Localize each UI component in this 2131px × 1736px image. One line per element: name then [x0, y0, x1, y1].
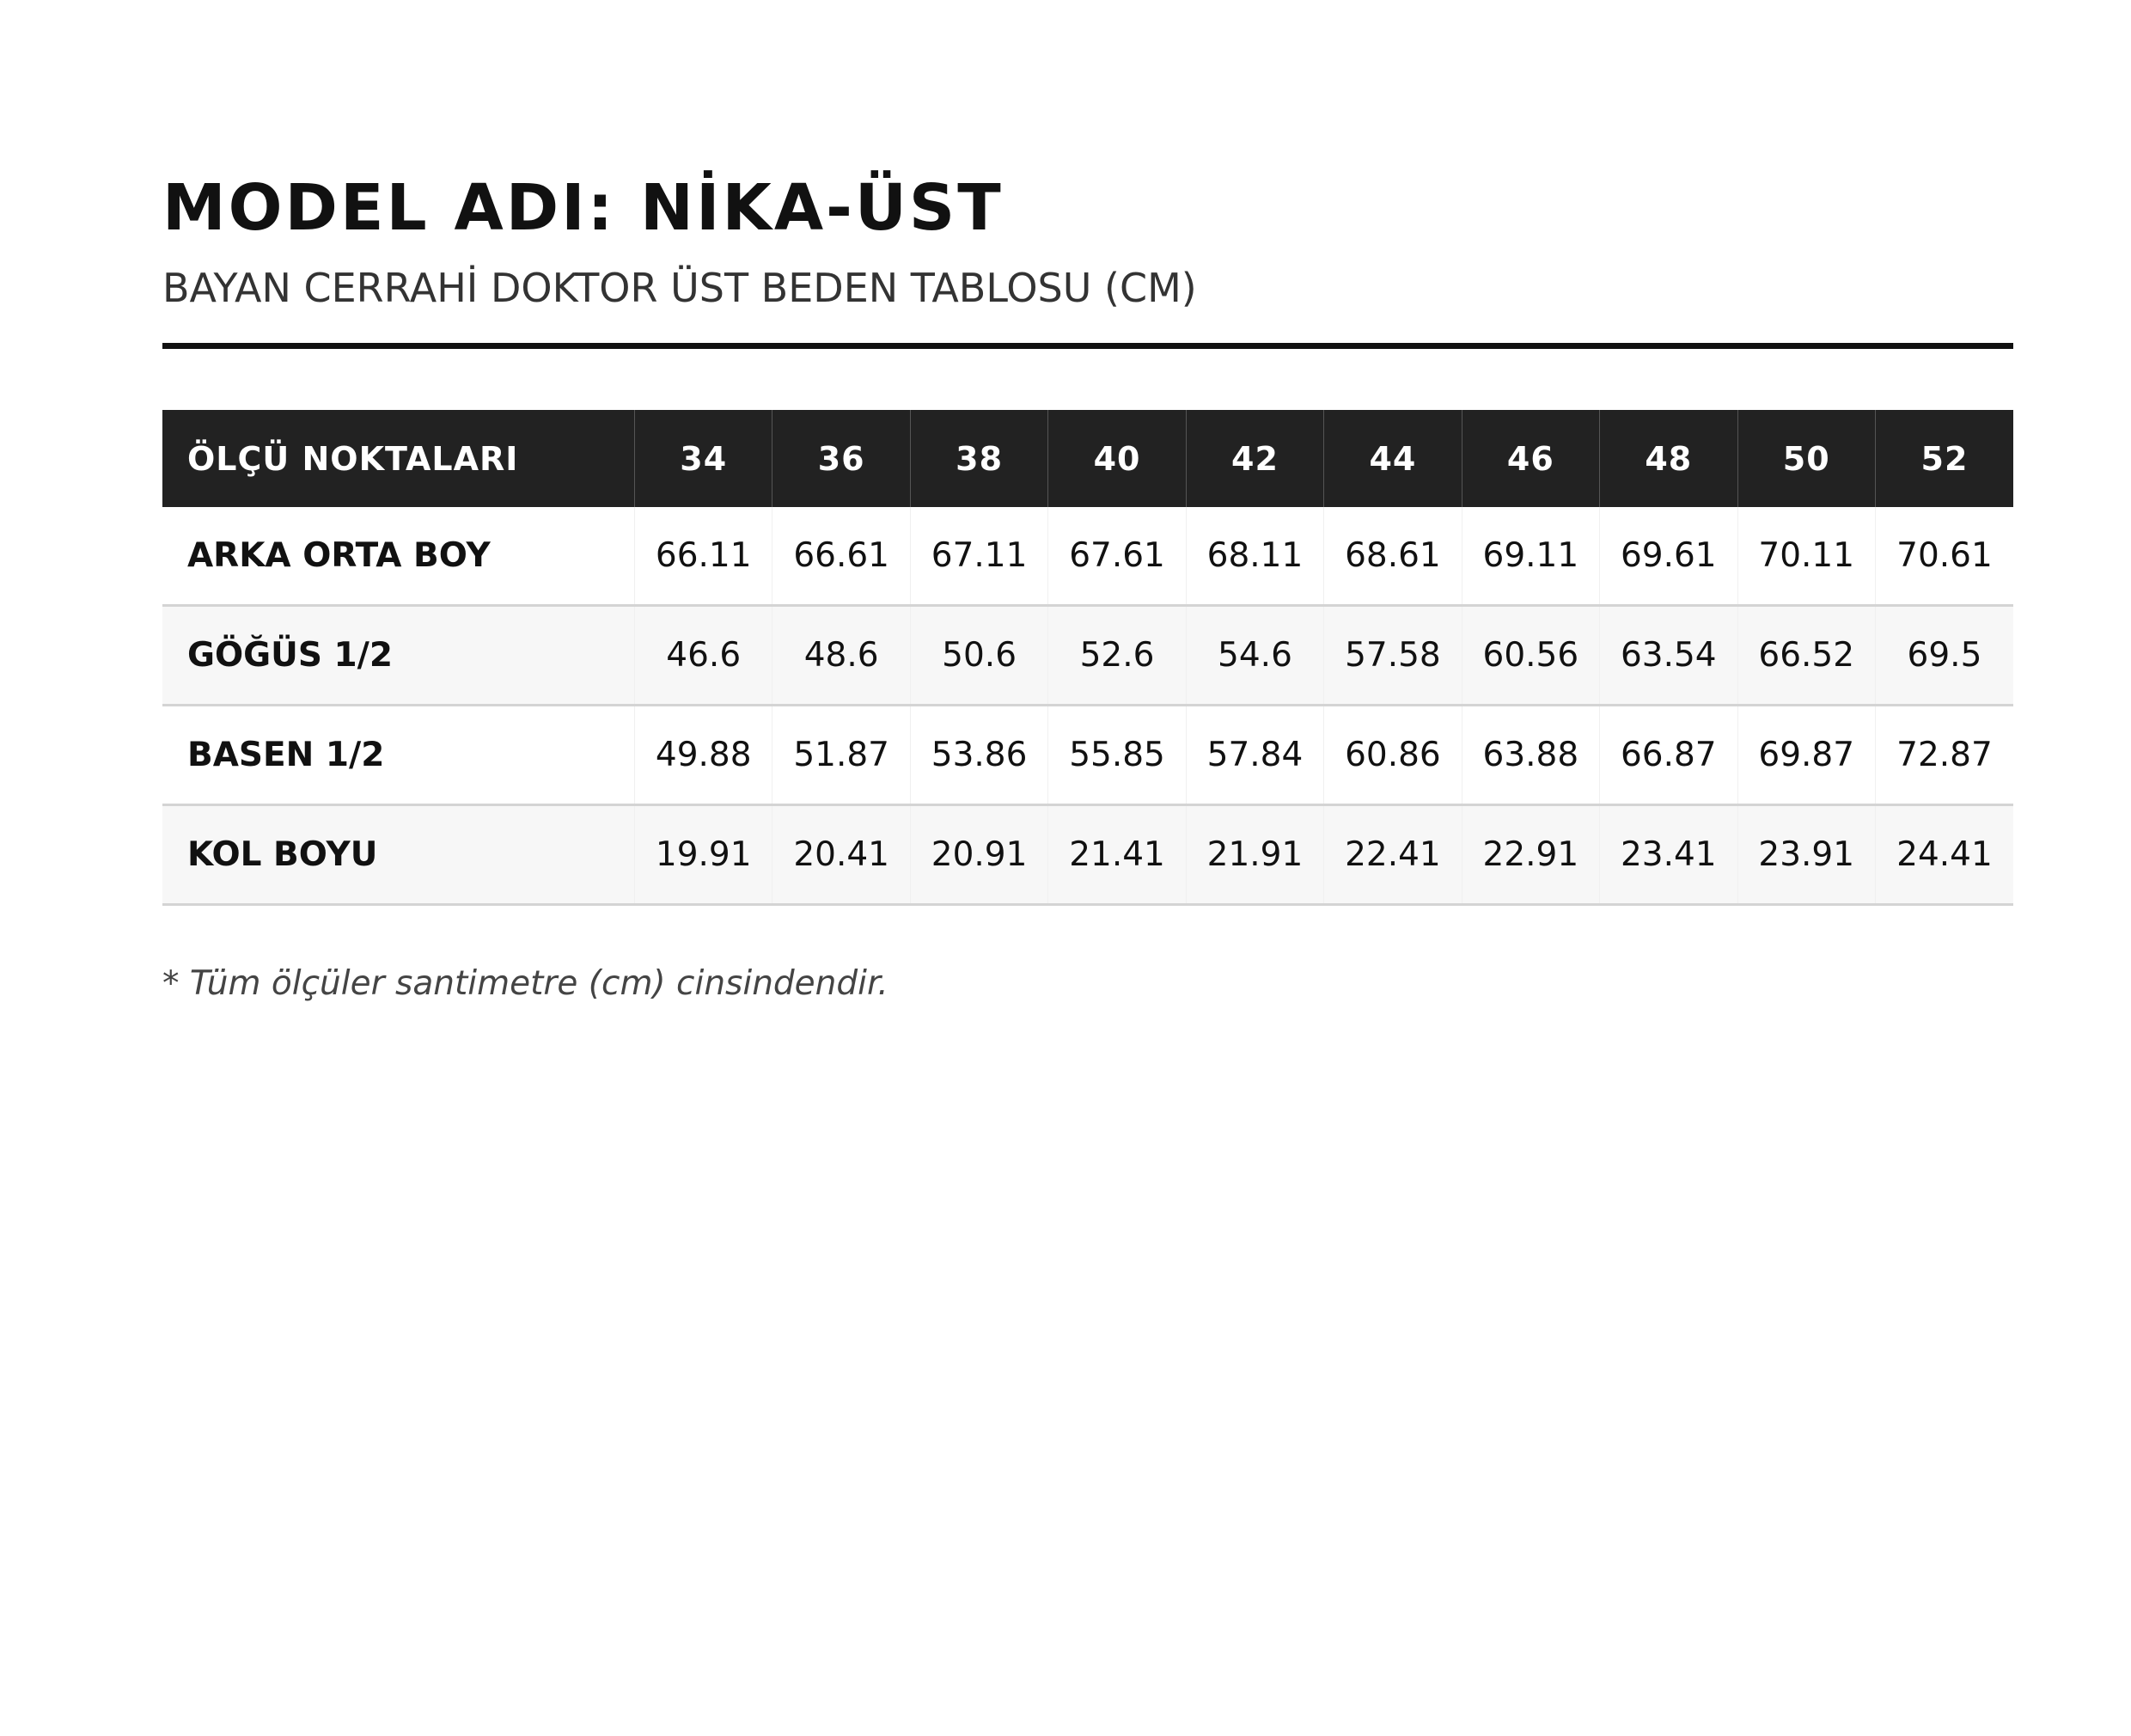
- table-cell: 70.11: [1737, 507, 1876, 607]
- table-cell: 55.85: [1047, 705, 1187, 806]
- table-cell: 49.88: [633, 705, 772, 806]
- table-cell: 53.86: [909, 705, 1048, 806]
- table-cell: 23.41: [1599, 804, 1737, 906]
- table-head: ÖLÇÜ NOKTALARI 34 36 38 40 42 44 46 48 50 52: [162, 410, 2013, 507]
- column-header: 36: [772, 410, 911, 507]
- table-cell: 23.91: [1737, 804, 1876, 906]
- table-cell: 69.87: [1737, 705, 1876, 806]
- table-row: GÖĞÜS 1/2 46.6 48.6 50.6 52.6 54.6 57.58 60.56 6…: [162, 605, 2013, 706]
- footnote: * Tüm ölçüler santimetre (cm) cinsindend…: [162, 964, 888, 1003]
- table-cell: 66.87: [1599, 705, 1737, 806]
- column-header: 52: [1874, 410, 2013, 507]
- table-cell: 19.91: [633, 804, 772, 906]
- column-header: 38: [909, 410, 1048, 507]
- table-cell: 50.6: [909, 605, 1048, 706]
- table-cell: 67.61: [1047, 507, 1187, 607]
- table-cell: 69.61: [1599, 507, 1737, 607]
- table-cell: 20.41: [772, 804, 911, 906]
- subtitle: BAYAN CERRAHİ DOKTOR ÜST BEDEN TABLOSU (…: [162, 265, 1197, 311]
- header-row: ÖLÇÜ NOKTALARI 34 36 38 40 42 44 46 48 50 52: [162, 410, 2013, 507]
- table-cell: 69.5: [1874, 605, 2013, 706]
- table-cell: 46.6: [633, 605, 772, 706]
- column-header: 50: [1737, 410, 1876, 507]
- table-row: ARKA ORTA BOY 66.11 66.61 67.11 67.61 68.11 68…: [162, 507, 2013, 607]
- table-cell: 67.11: [909, 507, 1048, 607]
- divider: [162, 343, 2013, 349]
- table-cell: 54.6: [1185, 605, 1324, 706]
- row-label: ARKA ORTA BOY: [162, 507, 635, 607]
- table-body: ARKA ORTA BOY 66.11 66.61 67.11 67.61 68.11 68…: [162, 507, 2013, 906]
- table-cell: 72.87: [1874, 705, 2013, 806]
- table-cell: 21.41: [1047, 804, 1187, 906]
- table-cell: 22.91: [1461, 804, 1600, 906]
- table-cell: 69.11: [1461, 507, 1600, 607]
- table-cell: 20.91: [909, 804, 1048, 906]
- column-header: 42: [1185, 410, 1324, 507]
- table-cell: 57.58: [1323, 605, 1462, 706]
- table-row: KOL BOYU 19.91 20.41 20.91 21.41 21.91 22.41 22…: [162, 804, 2013, 906]
- table-cell: 66.52: [1737, 605, 1876, 706]
- table-cell: 63.54: [1599, 605, 1737, 706]
- table-cell: 70.61: [1874, 507, 2013, 607]
- column-header: 34: [633, 410, 772, 507]
- table-cell: 22.41: [1323, 804, 1462, 906]
- table-cell: 68.61: [1323, 507, 1462, 607]
- table-cell: 57.84: [1185, 705, 1324, 806]
- table-cell: 66.11: [633, 507, 772, 607]
- column-header: 46: [1461, 410, 1600, 507]
- row-label: BASEN 1/2: [162, 705, 635, 806]
- table-cell: 24.41: [1874, 804, 2013, 906]
- table-cell: 66.61: [772, 507, 911, 607]
- table-cell: 68.11: [1185, 507, 1324, 607]
- table-cell: 60.56: [1461, 605, 1600, 706]
- column-header: 44: [1323, 410, 1462, 507]
- table-cell: 48.6: [772, 605, 911, 706]
- table-cell: 60.86: [1323, 705, 1462, 806]
- table-row: BASEN 1/2 49.88 51.87 53.86 55.85 57.84 60.86 6…: [162, 705, 2013, 806]
- row-label: KOL BOYU: [162, 804, 635, 906]
- column-header: 40: [1047, 410, 1187, 507]
- table-cell: 51.87: [772, 705, 911, 806]
- title: MODEL ADI: NİKA-ÜST: [162, 171, 1004, 245]
- table-cell: 63.88: [1461, 705, 1600, 806]
- size-table: ÖLÇÜ NOKTALARI 34 36 38 40 42 44 46 48 50 52 ARKA …: [162, 410, 2013, 906]
- column-header: 48: [1599, 410, 1737, 507]
- table-cell: 52.6: [1047, 605, 1187, 706]
- column-header: ÖLÇÜ NOKTALARI: [162, 410, 635, 507]
- row-label: GÖĞÜS 1/2: [162, 605, 635, 706]
- table-cell: 21.91: [1185, 804, 1324, 906]
